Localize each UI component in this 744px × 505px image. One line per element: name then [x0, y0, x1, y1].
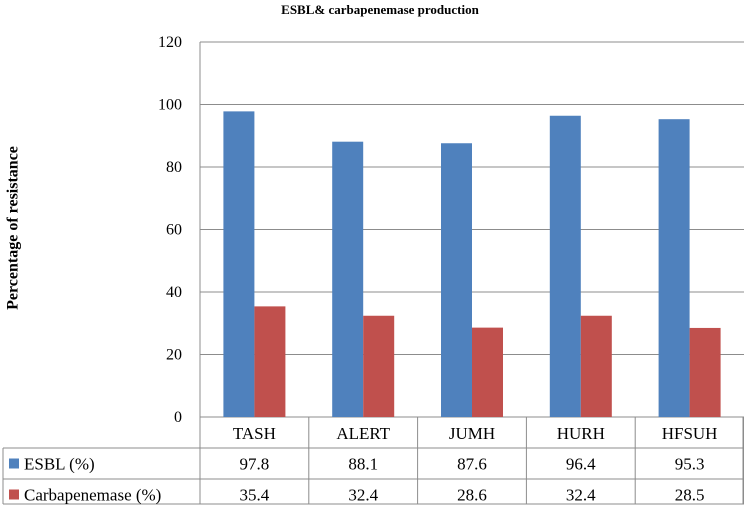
bar-carbapenemase-hurh: [580, 315, 612, 417]
bar-esbl-jumh: [441, 143, 472, 417]
data-label: 35.4: [240, 486, 270, 505]
bar-esbl-tash: [223, 111, 255, 417]
x-tick-label: ALERT: [336, 424, 390, 443]
legend-label-carbapenemase: Carbapenemase (%): [24, 486, 161, 505]
x-tick-label: TASH: [233, 424, 276, 443]
data-label: 28.6: [457, 486, 487, 505]
y-tick-label: 80: [166, 159, 182, 176]
chart-title: ESBL& carbapenemase production: [281, 2, 479, 17]
data-label: 32.4: [348, 486, 378, 505]
bar-carbapenemase-alert: [363, 315, 395, 417]
y-tick-label: 20: [166, 347, 182, 364]
y-axis-label: Percentage of resistance: [5, 146, 22, 310]
bar-carbapenemase-tash: [254, 306, 286, 417]
x-tick-label: HFSUH: [662, 424, 718, 443]
data-label: 28.5: [675, 486, 705, 505]
y-tick-label: 0: [174, 409, 182, 426]
y-tick-label: 40: [166, 284, 182, 301]
data-label: 95.3: [675, 455, 705, 474]
x-tick-label: HURH: [557, 424, 605, 443]
y-tick-label: 100: [158, 97, 182, 114]
x-tick-label: JUMH: [449, 424, 495, 443]
bar-esbl-hurh: [549, 115, 581, 417]
bar-esbl-hfsuh: [658, 119, 690, 417]
bar-carbapenemase-jumh: [472, 327, 503, 417]
y-tick-label: 60: [166, 222, 182, 239]
data-label: 88.1: [348, 455, 378, 474]
data-label: 87.6: [457, 455, 487, 474]
legend-key-esbl: [9, 458, 19, 469]
y-axis-ticks: 0 20 40 60 80 100 120: [158, 34, 182, 426]
bar-carbapenemase-hfsuh: [689, 327, 721, 417]
y-tick-label: 120: [158, 34, 182, 51]
data-label: 97.8: [240, 455, 270, 474]
legend-key-carbapenemase: [9, 489, 19, 500]
bar-esbl-alert: [332, 141, 364, 417]
data-label: 32.4: [566, 486, 596, 505]
data-table: TASH ALERT JUMH HURH HFSUH ESBL (%) 97.8 88.1 87…: [2, 417, 744, 505]
data-label: 96.4: [566, 455, 596, 474]
bars: [223, 111, 721, 417]
legend-label-esbl: ESBL (%): [24, 455, 95, 474]
